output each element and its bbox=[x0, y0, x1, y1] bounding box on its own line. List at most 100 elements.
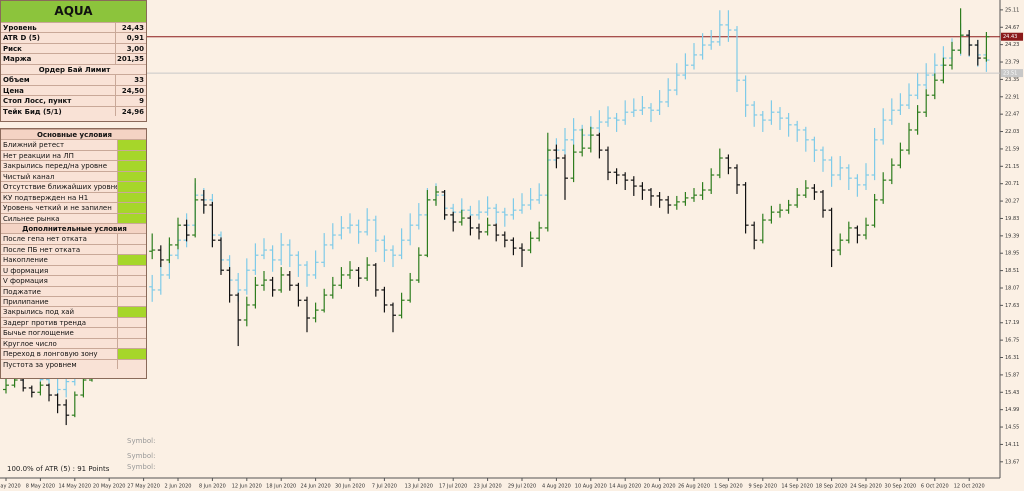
condition-row: Закрылись под хай bbox=[1, 306, 146, 317]
x-tick-label: 13 Jul 2020 bbox=[405, 484, 433, 490]
x-tick-label: 14 Aug 2020 bbox=[609, 484, 641, 490]
x-tick-label: 24 Sep 2020 bbox=[850, 484, 882, 490]
condition-row: Круглое число bbox=[1, 337, 146, 349]
y-tick-label: 25.11 bbox=[1005, 7, 1019, 13]
row-label: Уровень bbox=[3, 24, 37, 32]
check-cell bbox=[117, 255, 146, 265]
x-tick-label: 10 Aug 2020 bbox=[575, 484, 607, 490]
x-tick-label: 8 May 2020 bbox=[26, 484, 55, 490]
check-cell bbox=[117, 276, 146, 286]
info-row: Тейк Бид (5/1) 24,96 bbox=[1, 105, 146, 116]
condition-label: КУ подтвержден на H1 bbox=[3, 193, 89, 202]
row-label: Маржа bbox=[3, 55, 32, 64]
atr-note: 100.0% of ATR (5) : 91 Points bbox=[7, 465, 110, 473]
x-tick-label: 7 Jul 2020 bbox=[372, 484, 397, 490]
row-value: 24,50 bbox=[115, 85, 146, 96]
y-tick-label: 19.39 bbox=[1005, 233, 1019, 239]
info-row: Маржа 201,35 bbox=[1, 53, 146, 64]
y-tick-label: 17.63 bbox=[1005, 303, 1019, 309]
info-row: Риск 3,00 bbox=[1, 42, 146, 54]
x-tick-label: 4 Aug 2020 bbox=[542, 484, 571, 490]
row-label: Риск bbox=[3, 44, 22, 53]
condition-label: U формация bbox=[3, 266, 49, 275]
price-label: 23.51 bbox=[1003, 71, 1017, 77]
conditions-panel: Основные условия Ближний ретест Нет реакци… bbox=[0, 128, 147, 379]
info-row: Объем 33 bbox=[1, 74, 146, 85]
x-tick-label: 18 Jun 2020 bbox=[266, 484, 296, 490]
y-tick-label: 15.87 bbox=[1005, 372, 1019, 378]
check-cell bbox=[117, 265, 146, 276]
symbol-label: Symbol: bbox=[127, 463, 156, 471]
x-tick-label: 14 Sep 2020 bbox=[781, 484, 813, 490]
section-title: Основные условия bbox=[36, 131, 112, 139]
x-tick-label: 17 Jul 2020 bbox=[439, 484, 467, 490]
info-row: Уровень 24,43 bbox=[1, 22, 146, 33]
condition-label: Прилипание bbox=[3, 298, 49, 306]
x-tick-label: 2 Jun 2020 bbox=[165, 484, 192, 490]
condition-row: После ПБ нет отката bbox=[1, 243, 146, 255]
condition-label: Переход в лонговую зону bbox=[3, 350, 98, 359]
y-tick-label: 14.11 bbox=[1005, 442, 1019, 448]
check-cell bbox=[117, 192, 146, 203]
check-cell bbox=[117, 328, 146, 338]
row-value: 9 bbox=[115, 96, 146, 106]
row-label: Объем bbox=[3, 76, 30, 85]
condition-row: Уровень четкий и не запилен bbox=[1, 202, 146, 213]
y-tick-label: 13.67 bbox=[1005, 459, 1019, 465]
y-tick-label: 16.31 bbox=[1005, 355, 1019, 361]
y-tick-label: 22.47 bbox=[1005, 112, 1019, 118]
condition-label: Закрылись под хай bbox=[3, 308, 75, 317]
x-tick-label: 27 May 2020 bbox=[127, 484, 160, 490]
check-cell bbox=[117, 203, 146, 213]
y-tick-label: 19.83 bbox=[1005, 216, 1019, 222]
price-label-box bbox=[1001, 32, 1023, 41]
condition-row: Поджатие bbox=[1, 285, 146, 296]
x-tick-label: 1 Sep 2020 bbox=[714, 484, 743, 490]
condition-label: Отсутствие ближайших уровней bbox=[3, 183, 117, 192]
condition-label: Поджатие bbox=[3, 287, 41, 296]
info-row: Стоп Лосс, пункт 9 bbox=[1, 95, 146, 106]
check-cell bbox=[117, 161, 146, 171]
condition-row: Накопление bbox=[1, 254, 146, 265]
y-tick-label: 17.19 bbox=[1005, 320, 1019, 326]
row-label: ATR D (5) bbox=[3, 34, 40, 43]
condition-label: Сильнее рынка bbox=[3, 214, 60, 223]
x-tick-label: 23 Jul 2020 bbox=[473, 484, 501, 490]
condition-label: Бычье поглощение bbox=[3, 329, 74, 338]
x-tick-label: 24 Jun 2020 bbox=[301, 484, 331, 490]
condition-row: Сильнее рынка bbox=[1, 212, 146, 223]
symbol-label: Symbol: bbox=[127, 437, 156, 445]
y-tick-label: 14.99 bbox=[1005, 407, 1019, 413]
y-tick-label: 18.51 bbox=[1005, 268, 1019, 274]
y-tick-label: 18.07 bbox=[1005, 285, 1019, 291]
condition-row: U формация bbox=[1, 264, 146, 276]
condition-label: Закрылись перед/на уровне bbox=[3, 162, 107, 171]
y-tick-label: 15.43 bbox=[1005, 390, 1019, 396]
x-tick-label: 30 Sep 2020 bbox=[885, 484, 917, 490]
condition-label: Задерг против тренда bbox=[3, 318, 87, 327]
condition-label: Чистый канал bbox=[3, 172, 55, 181]
row-value: 0,91 bbox=[115, 33, 146, 43]
condition-row: Пустота за уровнем bbox=[1, 358, 146, 370]
x-tick-label: 6 Oct 2020 bbox=[921, 484, 949, 490]
section-title: Ордер Бай Лимит bbox=[38, 65, 111, 74]
y-tick-label: 16.75 bbox=[1005, 338, 1019, 344]
y-tick-label: 24.23 bbox=[1005, 42, 1019, 48]
section-header: Дополнительные условия bbox=[1, 222, 146, 234]
symbol-title: AQUA bbox=[1, 1, 146, 22]
condition-label: V формация bbox=[3, 277, 48, 286]
x-tick-label: 14 May 2020 bbox=[58, 484, 91, 490]
condition-label: После гепа нет отката bbox=[3, 235, 87, 244]
condition-label: Ближний ретест bbox=[3, 141, 65, 150]
check-cell bbox=[117, 234, 146, 244]
check-cell bbox=[117, 171, 146, 182]
condition-label: Нет реакции на ЛП bbox=[3, 151, 74, 160]
condition-row: Ближний ретест bbox=[1, 139, 146, 150]
condition-row: Отсутствие ближайших уровней bbox=[1, 181, 146, 192]
y-tick-label: 22.03 bbox=[1005, 129, 1019, 135]
check-cell bbox=[117, 213, 146, 223]
section-header: Ордер Бай Лимит bbox=[1, 63, 146, 74]
y-tick-label: 21.59 bbox=[1005, 146, 1019, 152]
x-tick-label: 29 Jul 2020 bbox=[508, 484, 536, 490]
